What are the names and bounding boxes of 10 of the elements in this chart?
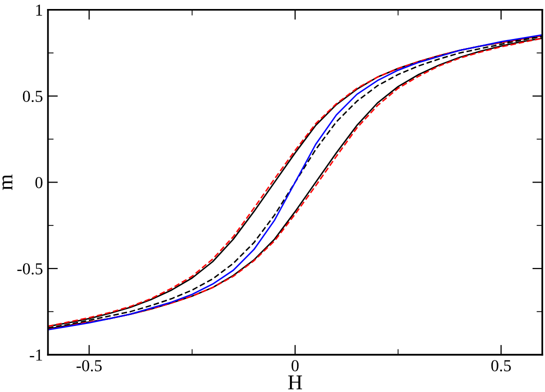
y-tick-label: 0: [35, 176, 42, 188]
y-tick-label: 0.5: [22, 90, 42, 102]
y-tick-label: 1: [36, 4, 42, 16]
y-tick-label: -0.5: [17, 263, 42, 275]
x-tick-label: -0.5: [76, 360, 102, 372]
y-axis-title: m: [2, 174, 12, 190]
x-tick-label: 0.5: [491, 360, 511, 372]
y-tick-label: -1: [30, 350, 42, 361]
x-tick-label: 0: [292, 360, 299, 372]
x-axis-title: H: [288, 376, 302, 390]
